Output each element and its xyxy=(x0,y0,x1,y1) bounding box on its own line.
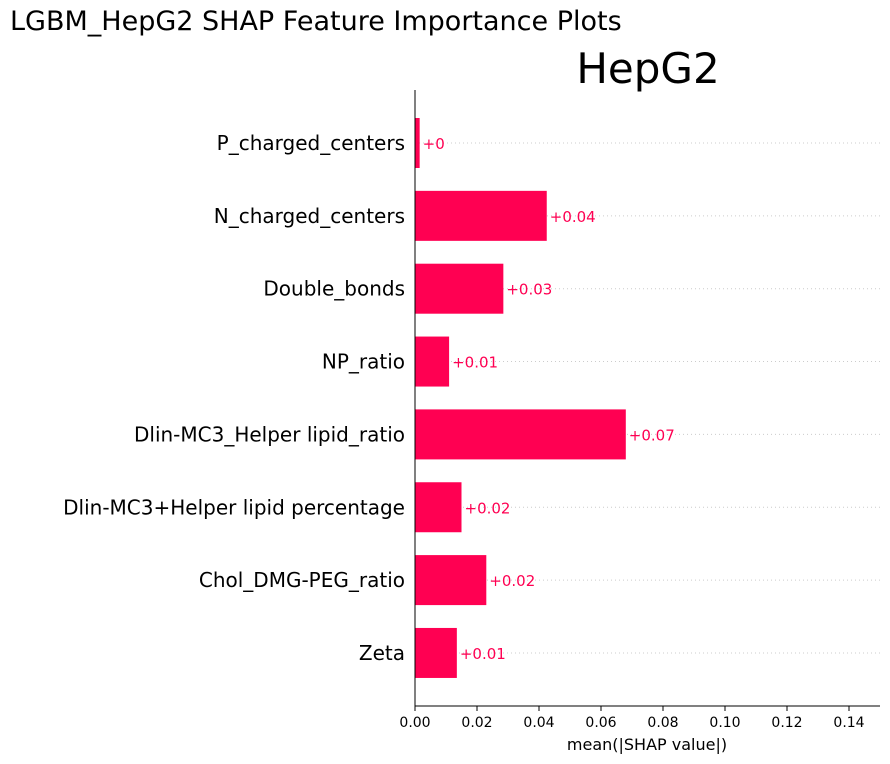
x-tick-label: 0.06 xyxy=(585,715,616,731)
bar xyxy=(415,482,462,533)
chart-title: HepG2 xyxy=(576,44,719,93)
bar xyxy=(415,627,457,678)
x-tick-label: 0.10 xyxy=(709,715,740,731)
category-label: NP_ratio xyxy=(322,350,405,374)
value-label: +0.01 xyxy=(460,645,506,663)
category-label: Chol_DMG-PEG_ratio xyxy=(199,568,405,592)
value-labels: +0 +0.04 +0.03 +0.01 +0.07 +0.02 +0.02 +0.01 xyxy=(423,135,675,663)
value-label: +0.07 xyxy=(629,426,675,444)
bars xyxy=(415,118,626,678)
category-label: N_charged_centers xyxy=(214,204,405,228)
value-label: +0 xyxy=(423,135,445,153)
x-tick-label: 0.00 xyxy=(399,715,430,731)
x-tick-label: 0.04 xyxy=(523,715,554,731)
category-label: Dlin-MC3+Helper lipid percentage xyxy=(63,495,405,519)
category-label: Dlin-MC3_Helper lipid_ratio xyxy=(134,422,405,446)
value-label: +0.02 xyxy=(465,499,511,517)
bar xyxy=(415,409,626,460)
value-label: +0.02 xyxy=(489,572,535,590)
category-label: P_charged_centers xyxy=(217,131,405,155)
bar xyxy=(415,263,504,314)
value-label: +0.04 xyxy=(550,208,596,226)
figure-title: LGBM_HepG2 SHAP Feature Importance Plots xyxy=(10,6,622,37)
x-tick-label: 0.14 xyxy=(833,715,864,731)
x-tick-label: 0.08 xyxy=(647,715,678,731)
bar xyxy=(415,336,450,387)
value-label: +0.03 xyxy=(506,281,552,299)
category-label: Double_bonds xyxy=(263,277,405,301)
value-label: +0.01 xyxy=(452,354,498,372)
bar xyxy=(415,555,487,606)
category-label: Zeta xyxy=(359,641,405,665)
category-labels: P_charged_centers N_charged_centers Double… xyxy=(63,131,405,665)
x-tick-label: 0.12 xyxy=(771,715,802,731)
x-tick-label: 0.02 xyxy=(461,715,492,731)
axes: 0.00 0.02 0.04 0.06 0.08 0.10 0.12 0.14 xyxy=(399,90,880,731)
x-axis-label: mean(|SHAP value|) xyxy=(567,735,727,754)
bar xyxy=(415,190,547,241)
gridlines xyxy=(415,142,880,654)
bar xyxy=(415,118,420,168)
